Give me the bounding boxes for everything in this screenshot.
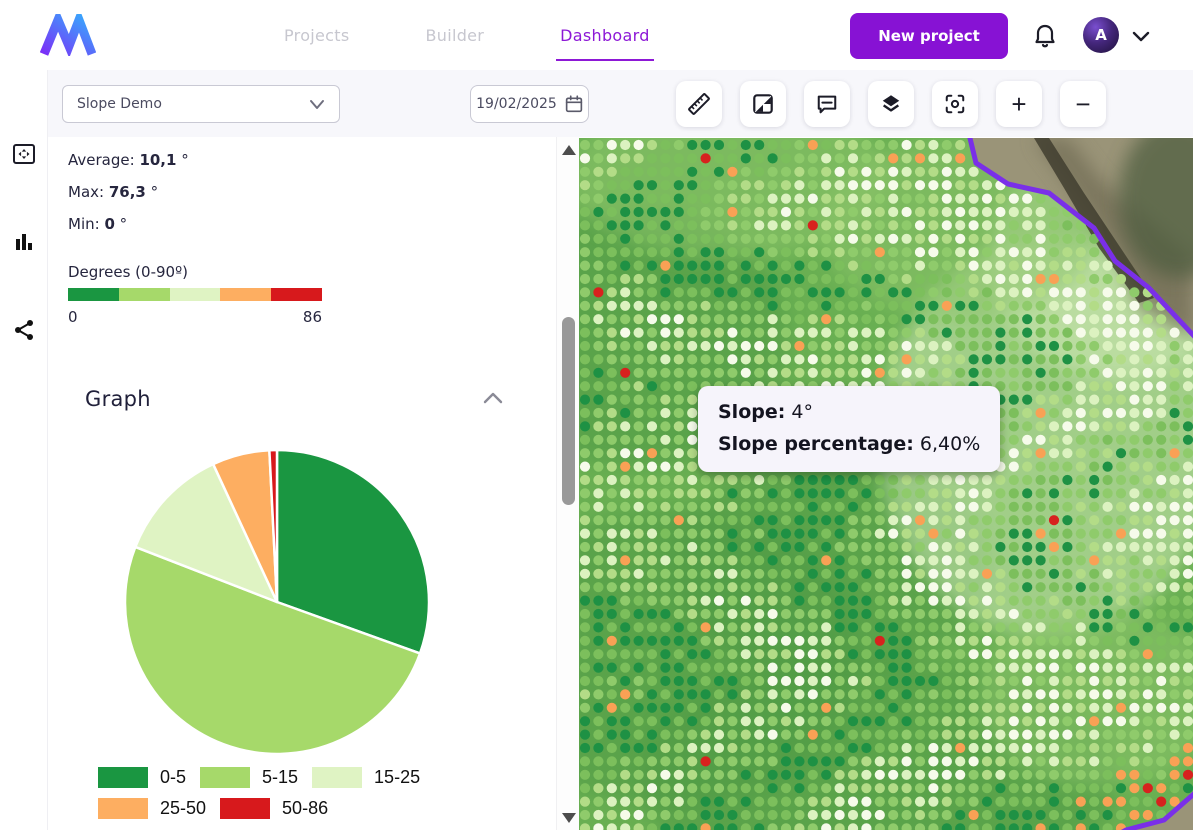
scale-segment: [271, 288, 322, 301]
tooltip-slope-line: Slope: 4°: [718, 396, 980, 428]
fit-bounds-button[interactable]: [0, 130, 48, 178]
plus-icon: +: [1011, 91, 1026, 117]
left-icon-rail: [0, 70, 48, 830]
slope-pie-chart: [121, 446, 433, 758]
graph-section-header: Graph: [85, 387, 505, 411]
user-avatar[interactable]: A: [1083, 17, 1119, 53]
stat-average: Average: 10,1 °: [68, 151, 556, 169]
date-value: 19/02/2025: [476, 96, 557, 112]
scale-segment: [68, 288, 119, 301]
stat-max: Max: 76,3 °: [68, 183, 556, 201]
ruler-icon: [687, 92, 711, 116]
legend-swatch: [312, 767, 362, 788]
degrees-color-scale: [68, 288, 322, 301]
zoom-out-button[interactable]: −: [1060, 81, 1106, 127]
legend-swatch: [98, 767, 148, 788]
chevron-up-icon: [483, 391, 503, 404]
legend-swatch: [98, 798, 148, 819]
date-picker[interactable]: 19/02/2025: [470, 85, 589, 123]
stat-min: Min: 0 °: [68, 215, 556, 233]
nav-link-dashboard[interactable]: Dashboard: [556, 2, 654, 69]
minus-icon: −: [1075, 91, 1090, 117]
slope-statistics: Average: 10,1 ° Max: 76,3 ° Min: 0 ° Deg…: [48, 137, 556, 326]
map-viewport[interactable]: Slope: 4° Slope percentage: 6,40%: [579, 138, 1193, 830]
legend-item: 0-5: [98, 767, 186, 788]
scale-segment: [220, 288, 271, 301]
scrollbar-thumb[interactable]: [562, 317, 575, 505]
compare-icon: [752, 93, 774, 115]
project-select-value: Slope Demo: [77, 96, 309, 112]
legend-item: 5-15: [200, 767, 298, 788]
nav-link-builder[interactable]: Builder: [421, 2, 488, 69]
notifications-bell-icon[interactable]: [1033, 23, 1057, 49]
top-navbar: Projects Builder Dashboard New project A: [0, 0, 1193, 70]
nav-link-projects[interactable]: Projects: [280, 2, 353, 69]
scroll-down-arrow[interactable]: [562, 813, 576, 823]
degrees-scale-labels: 0 86: [68, 308, 322, 326]
main-navigation: Projects Builder Dashboard: [280, 0, 654, 70]
legend-swatch: [200, 767, 250, 788]
statistics-panel: Average: 10,1 ° Max: 76,3 ° Min: 0 ° Deg…: [48, 137, 556, 830]
legend-label: 0-5: [160, 767, 186, 788]
legend-label: 15-25: [374, 767, 420, 788]
focus-scan-icon: [944, 93, 966, 115]
scroll-up-arrow[interactable]: [562, 145, 576, 155]
legend-item: 15-25: [312, 767, 420, 788]
legend-item: 50-86: [220, 798, 328, 819]
share-button[interactable]: [0, 306, 48, 354]
new-project-button[interactable]: New project: [850, 13, 1008, 59]
scale-segment: [119, 288, 170, 301]
degrees-scale-title: Degrees (0-90º): [68, 263, 556, 281]
comment-bubble-icon: [816, 93, 838, 115]
focus-extent-button[interactable]: [932, 81, 978, 127]
layers-icon: [880, 93, 902, 115]
scale-max-label: 86: [303, 308, 322, 326]
legend-swatch: [220, 798, 270, 819]
layers-button[interactable]: [868, 81, 914, 127]
mountain-logo-icon: [40, 14, 96, 56]
compare-basemap-button[interactable]: [740, 81, 786, 127]
measure-ruler-button[interactable]: [676, 81, 722, 127]
map-toolbar: Slope Demo 19/02/2025: [48, 70, 1193, 137]
graph-section-title: Graph: [85, 387, 151, 411]
panel-scrollbar[interactable]: [556, 137, 579, 830]
calendar-icon: [565, 95, 583, 113]
legend-label: 50-86: [282, 798, 328, 819]
app-root: Projects Builder Dashboard New project A: [0, 0, 1193, 830]
scale-min-label: 0: [68, 308, 78, 326]
tool-button-row: + −: [676, 81, 1106, 127]
brand-logo[interactable]: [40, 14, 96, 56]
graph-collapse-button[interactable]: [481, 389, 505, 409]
slope-dot-overlay: [579, 138, 1193, 830]
zoom-in-button[interactable]: +: [996, 81, 1042, 127]
scale-segment: [170, 288, 221, 301]
comments-button[interactable]: [804, 81, 850, 127]
legend-label: 5-15: [262, 767, 298, 788]
pie-chart-legend: 0-5 5-15 15-25 25-50 50-86: [98, 767, 478, 819]
account-chevron-down-icon[interactable]: [1131, 28, 1151, 42]
legend-item: 25-50: [98, 798, 206, 819]
select-chevron-down-icon: [309, 99, 325, 110]
project-select[interactable]: Slope Demo: [62, 85, 340, 123]
legend-label: 25-50: [160, 798, 206, 819]
map-tooltip: Slope: 4° Slope percentage: 6,40%: [698, 386, 1000, 472]
tooltip-percentage-line: Slope percentage: 6,40%: [718, 428, 980, 460]
statistics-bar-chart-button[interactable]: [0, 218, 48, 266]
